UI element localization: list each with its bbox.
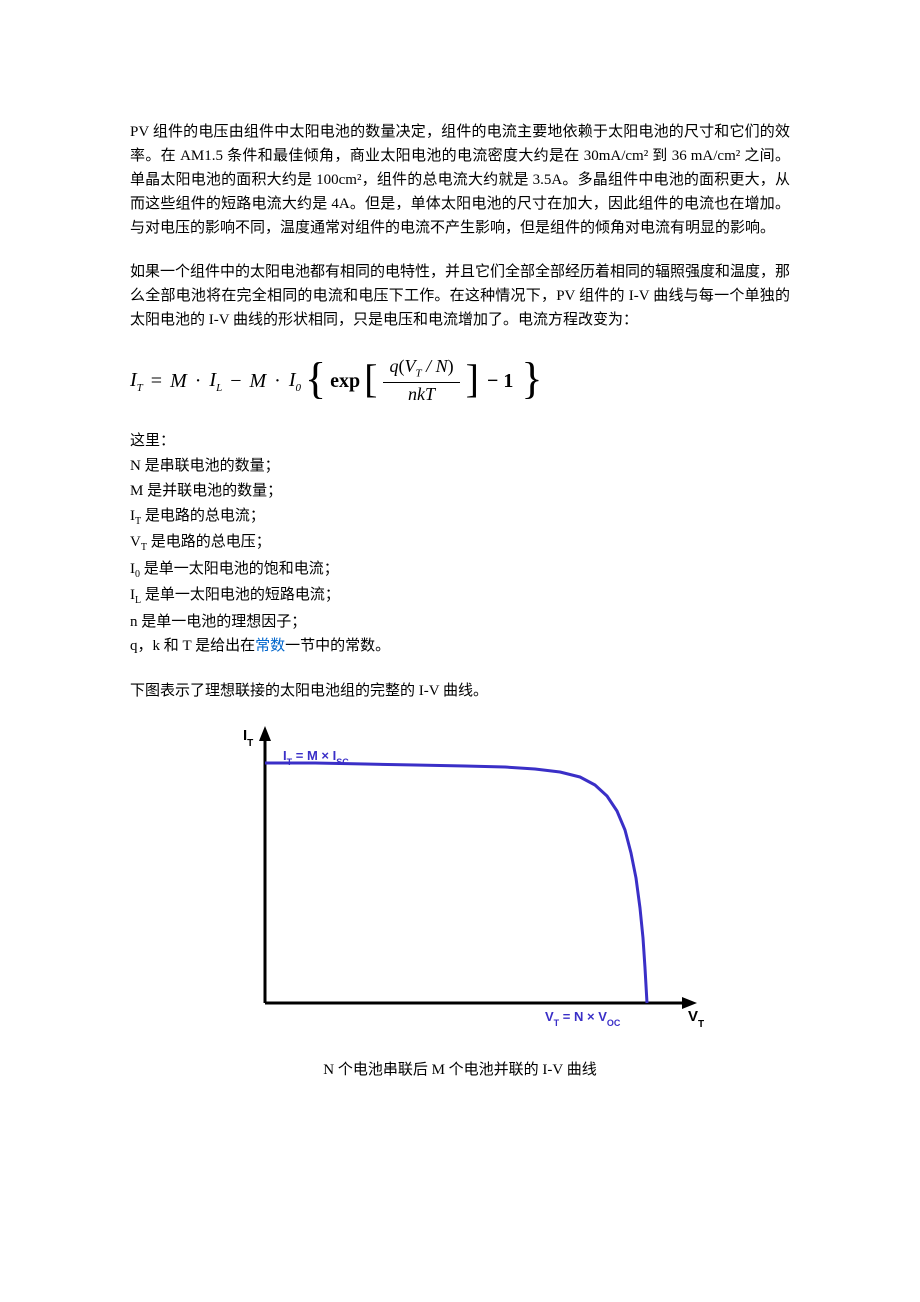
- equation: IT = M · IL − M · I0 { exp [ q(VT / N) n…: [130, 357, 790, 404]
- eq-m1: M: [170, 365, 187, 397]
- eq-lbracket: [: [364, 363, 377, 395]
- eq-fraction: q(VT / N) nkT: [383, 357, 459, 404]
- eq-minus: −: [230, 365, 241, 397]
- eq-num-n: N: [436, 356, 448, 376]
- definition-row: n 是单一电池的理想因子；: [130, 610, 790, 635]
- svg-text:VT: VT: [688, 1008, 704, 1030]
- eq-lhs-sym: I: [130, 369, 137, 391]
- definition-row: M 是并联电池的数量；: [130, 479, 790, 504]
- definition-row: I0 是单一太阳电池的饱和电流；: [130, 557, 790, 584]
- paragraph-3: 下图表示了理想联接的太阳电池组的完整的 I-V 曲线。: [130, 679, 790, 703]
- definition-row: VT 是电路的总电压；: [130, 530, 790, 557]
- eq-rbracket: ]: [466, 363, 479, 395]
- defs-intro: 这里：: [130, 429, 790, 454]
- paragraph-2: 如果一个组件中的太阳电池都有相同的电特性，并且它们全部全部经历着相同的辐照强度和…: [130, 260, 790, 332]
- paragraph-1: PV 组件的电压由组件中太阳电池的数量决定，组件的电流主要地依赖于太阳电池的尺寸…: [130, 120, 790, 240]
- eq-exp: exp: [330, 365, 360, 397]
- eq-minus1: − 1: [487, 365, 513, 397]
- eq-dot1: ·: [195, 365, 202, 397]
- defs-last-post: 一节中的常数。: [285, 638, 390, 654]
- eq-num-v: V: [404, 356, 415, 376]
- definition-row: IT 是电路的总电流；: [130, 504, 790, 531]
- eq-i0-sub: 0: [296, 382, 302, 394]
- eq-dot2: ·: [274, 365, 281, 397]
- eq-equals: =: [151, 365, 162, 397]
- definition-row: IL 是单一太阳电池的短路电流；: [130, 583, 790, 610]
- iv-curve-chart: ITVTIT = M × ISCVT = N × VOC: [210, 723, 710, 1043]
- definitions-block: 这里： N 是串联电池的数量；M 是并联电池的数量；IT 是电路的总电流；VT …: [130, 429, 790, 659]
- eq-den: nkT: [402, 383, 441, 405]
- eq-num-slash: /: [422, 356, 436, 376]
- defs-last-line: q，k 和 T 是给出在常数一节中的常数。: [130, 634, 790, 659]
- eq-il-sub: L: [216, 382, 222, 394]
- eq-lbrace: {: [305, 361, 326, 396]
- eq-lhs-sub: T: [137, 382, 143, 394]
- eq-rbrace: }: [521, 361, 542, 396]
- eq-i0-sym: I: [289, 369, 296, 391]
- svg-text:VT = N × VOC: VT = N × VOC: [545, 1009, 621, 1028]
- definition-row: N 是串联电池的数量；: [130, 454, 790, 479]
- defs-last-pre: q，k 和 T 是给出在: [130, 638, 255, 654]
- eq-m2: M: [250, 365, 267, 397]
- chart-caption: N 个电池串联后 M 个电池并联的 I-V 曲线: [130, 1058, 790, 1082]
- constants-link[interactable]: 常数: [255, 638, 285, 654]
- svg-text:IT: IT: [243, 727, 253, 749]
